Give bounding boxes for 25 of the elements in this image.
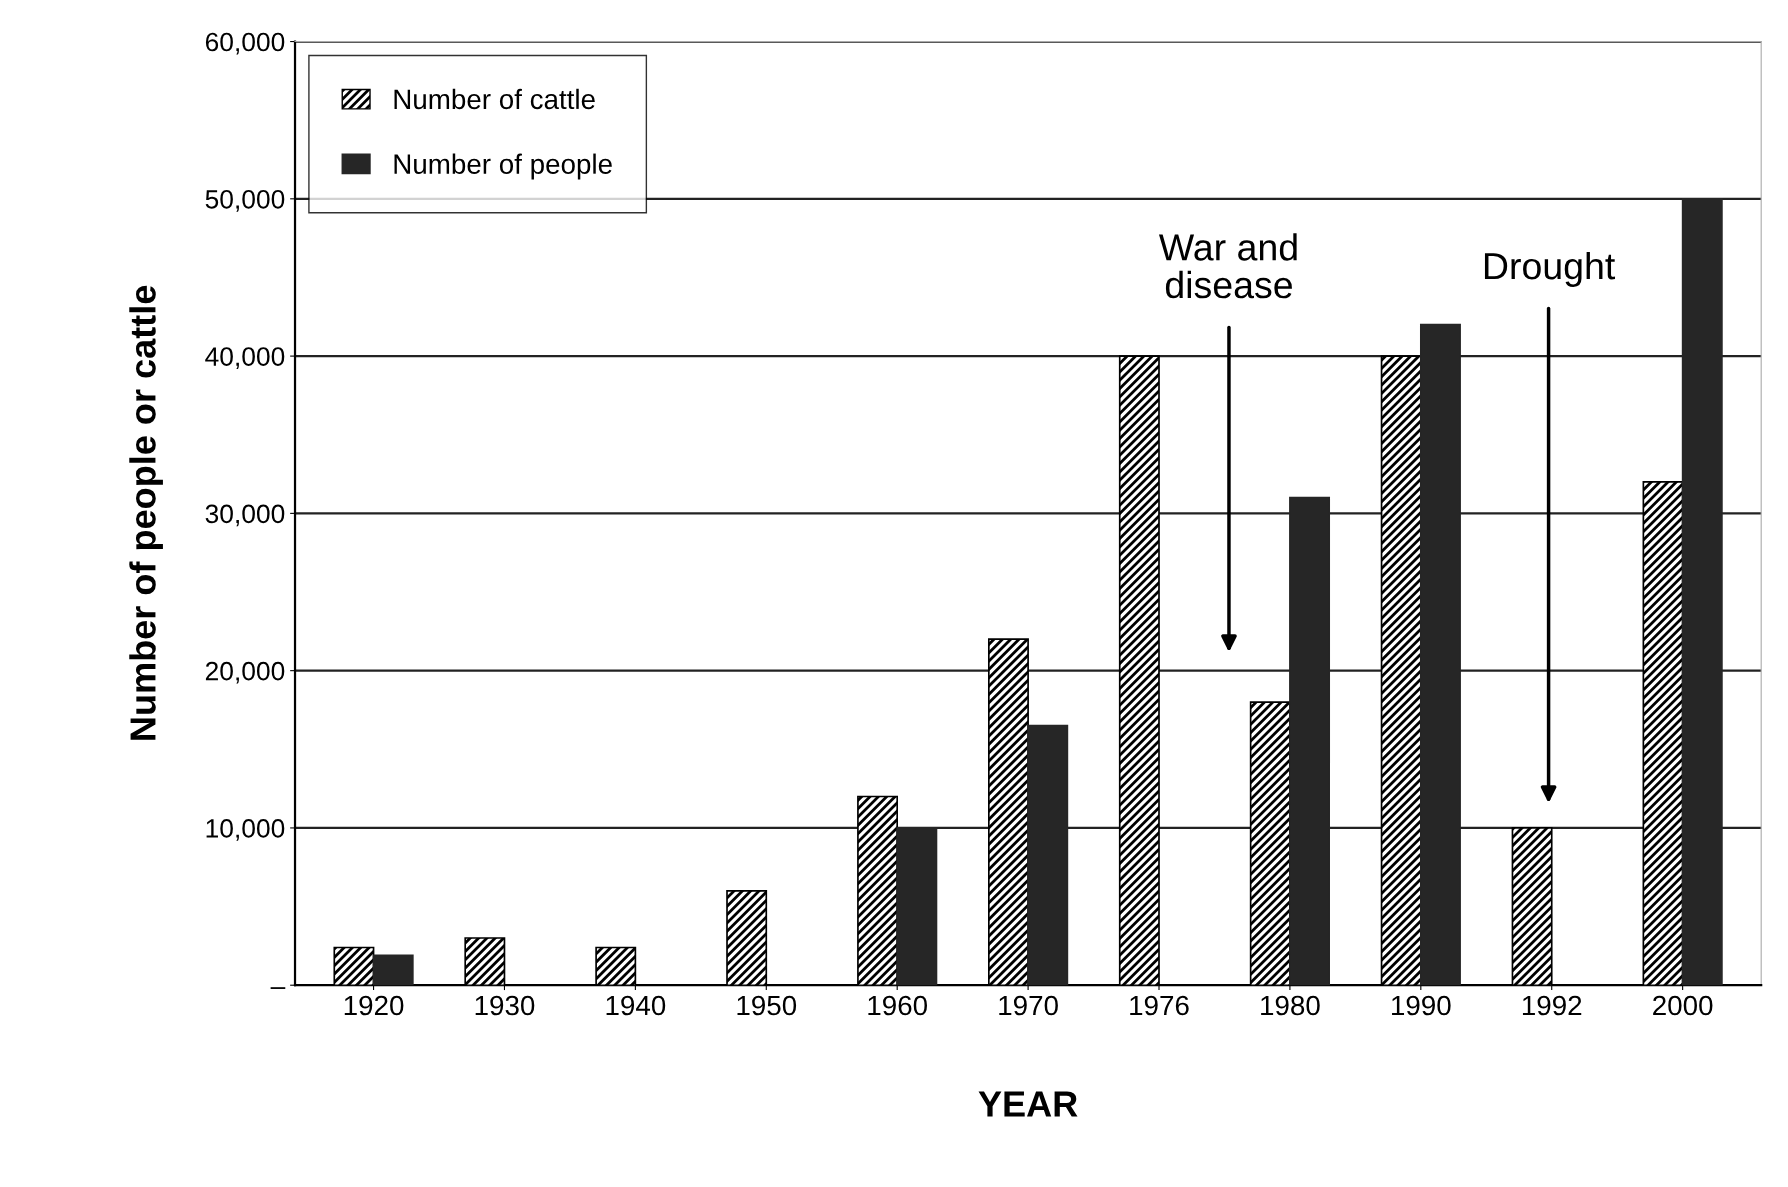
y-tick-label: 60,000 <box>205 32 285 55</box>
y-axis-title: Number of people or cattle <box>129 285 163 740</box>
legend-label: Number of people <box>394 153 612 180</box>
x-axis-title: YEAR <box>978 1091 1078 1117</box>
annotation: Drought <box>1484 251 1616 287</box>
legend-label: Number of cattle <box>394 88 595 110</box>
annotation: War and disease <box>1158 233 1297 299</box>
x-tick-label: 1930 <box>475 995 535 1016</box>
x-tick-label: 1976 <box>1130 995 1189 1016</box>
y-tick-label: 50,000 <box>205 189 285 212</box>
x-tick-label: 1980 <box>1261 995 1320 1016</box>
y-tick-label: 40,000 <box>205 347 285 370</box>
y-tick-label: 20,000 <box>205 661 285 684</box>
x-tick-label: 1960 <box>868 995 928 1016</box>
y-tick-label: 30,000 <box>205 504 285 527</box>
x-tick-label: 1940 <box>606 995 666 1016</box>
y-tick-label: 10,000 <box>206 819 285 841</box>
x-tick-label: 1992 <box>1522 995 1582 1016</box>
x-tick-label: 1970 <box>999 995 1058 1016</box>
x-tick-label: 1920 <box>344 995 404 1016</box>
x-tick-label: 2000 <box>1653 995 1713 1016</box>
y-tick-label: – <box>270 987 286 989</box>
x-tick-label: 1990 <box>1392 995 1451 1016</box>
x-tick-label: 1950 <box>737 995 797 1016</box>
bar <box>372 954 414 986</box>
